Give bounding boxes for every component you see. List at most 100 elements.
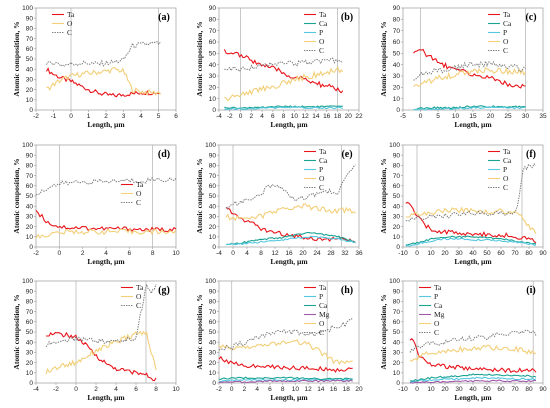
legend-label-ca: Ca [319,156,328,165]
y-tick-label: 0 [396,380,400,387]
y-tick-label: 50 [393,51,401,58]
x-tick-label: 80 [525,250,533,257]
y-tick-label: 30 [393,350,401,357]
x-tick-label: 4 [104,250,108,257]
x-tick-label: 8 [151,250,155,257]
y-tick-label: 60 [393,183,401,190]
x-tick-label: 6 [134,386,138,393]
x-tick-label: 8 [154,386,158,393]
series-p-line [224,106,343,111]
y-tick-label: 60 [26,183,34,190]
y-tick-label: 0 [212,380,216,387]
y-tick-label: 40 [209,339,217,346]
x-tick-label: 8 [281,386,285,393]
legend-label-mg: Mg [319,310,330,319]
x-tick-label: 40 [469,250,477,257]
legend-label-c: C [136,301,141,310]
x-tick-label: -4 [33,386,39,393]
series-mg-line [409,379,537,384]
x-tick-label: -10 [398,250,408,257]
x-tick-label: 4 [245,250,249,257]
series-o-line [35,227,177,239]
x-tick-label: 5 [436,113,440,120]
x-tick-label: 30 [522,113,530,120]
y-tick-label: 60 [209,183,217,190]
legend-label-ca: Ca [503,156,512,165]
series-o-line [409,344,537,363]
x-tick-label: 10 [427,250,435,257]
y-tick-label: 30 [393,214,401,221]
x-tick-label: 1 [87,113,91,120]
x-axis-label: Length, µm [87,257,125,266]
series-o-line [405,206,537,235]
y-tick-label: 90 [26,15,34,22]
x-tick-label: 6 [128,250,132,257]
x-axis-label: Length, µm [87,393,125,402]
y-axis-label: Atomic composition, % [12,21,21,96]
legend-label-o: O [136,189,142,198]
y-tick-label: 20 [393,85,401,92]
y-tick-label: 40 [26,203,34,210]
y-tick-label: 70 [26,36,34,43]
y-axis-label: Atomic composition, % [195,21,204,96]
y-axis-label: Atomic composition, % [379,21,388,96]
legend-label-o: O [319,37,325,46]
x-tick-label: 90 [539,386,547,393]
y-tick-label: 100 [205,142,216,149]
y-tick-label: 70 [393,309,401,316]
y-tick-label: 0 [29,244,33,251]
y-tick-label: 30 [209,73,217,80]
legend-label-ta: Ta [434,283,442,292]
x-tick-label: 25 [504,113,512,120]
series-p-line [219,378,353,383]
plot-frame [218,7,360,111]
panel-label: (h) [341,285,353,296]
panel-label: (e) [341,149,352,160]
series-c-line [218,318,353,351]
x-axis-label: Length, µm [454,393,492,402]
y-tick-label: 10 [26,97,34,104]
series-c-line [46,41,161,67]
x-tick-label: 6 [271,113,275,120]
series-o-line [225,203,356,222]
y-tick-label: 10 [209,234,217,241]
y-tick-label: 10 [26,370,34,377]
x-tick-label: 0 [74,386,78,393]
series-o-line [413,67,526,88]
x-tick-label: 0 [419,113,423,120]
y-tick-label: 40 [209,62,217,69]
y-tick-label: 10 [393,234,401,241]
y-tick-label: 10 [393,96,401,103]
y-tick-label: 10 [26,234,34,241]
series-ta-line [409,338,537,374]
legend-label-p: P [503,28,507,37]
x-tick-label: 24 [313,250,321,257]
series-c-line [225,164,356,211]
x-tick-label: 2 [249,113,253,120]
legend-label-c: C [319,46,324,55]
series-ta-line [223,49,344,94]
legend-label-p: P [434,292,438,301]
panel-label: (c) [525,12,536,23]
x-tick-label: -4 [216,250,222,257]
series-p-line [413,106,526,111]
y-tick-label: 20 [393,360,401,367]
x-axis-label: Length, µm [270,393,308,402]
x-tick-label: 12 [271,250,279,257]
x-tick-label: 40 [469,386,477,393]
x-tick-label: 6 [268,386,272,393]
x-tick-label: -2 [33,113,39,120]
y-tick-label: 10 [209,96,217,103]
y-tick-label: 40 [393,339,401,346]
series-ca-line [409,373,537,382]
x-tick-label: 10 [292,386,300,393]
y-tick-label: 60 [209,39,217,46]
series-ca-line [224,105,343,110]
x-tick-label: 0 [230,386,234,393]
y-tick-label: 90 [209,5,217,12]
x-tick-label: -2 [216,386,222,393]
y-tick-label: 90 [26,288,34,295]
